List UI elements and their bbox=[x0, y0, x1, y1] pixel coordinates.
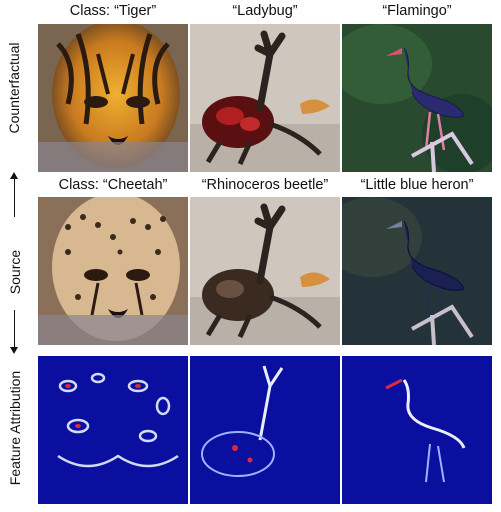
image-ladybug bbox=[190, 24, 340, 172]
image-cheetah bbox=[38, 197, 188, 345]
side-label-source: Source bbox=[7, 249, 23, 295]
image-rhinoceros-beetle bbox=[190, 197, 340, 345]
caption-source-cheetah: Class: “Cheetah” bbox=[58, 177, 168, 193]
arrow-up-icon bbox=[10, 172, 18, 179]
image-cheetah-attribution-map bbox=[38, 356, 188, 504]
image-little-blue-heron bbox=[342, 197, 492, 345]
caption-source-rhinoceros-beetle: “Rhinoceros beetle” bbox=[201, 177, 329, 193]
image-flamingo bbox=[342, 24, 492, 172]
caption-source-little-blue-heron: “Little blue heron” bbox=[360, 177, 474, 193]
image-beetle-attribution-map bbox=[190, 356, 340, 504]
caption-counterfactual-flamingo: “Flamingo” bbox=[382, 3, 452, 19]
caption-counterfactual-ladybug: “Ladybug” bbox=[232, 3, 298, 19]
axis-line-lower bbox=[14, 310, 15, 348]
image-heron-attribution-map bbox=[342, 356, 492, 504]
side-label-counterfactual: Counterfactual bbox=[6, 42, 22, 134]
caption-counterfactual-tiger: Class: “Tiger” bbox=[69, 3, 157, 19]
image-tiger bbox=[38, 24, 188, 172]
arrow-down-icon bbox=[10, 347, 18, 354]
side-label-feature-attribution: Feature Attribution bbox=[7, 370, 23, 486]
axis-line-upper bbox=[14, 179, 15, 217]
